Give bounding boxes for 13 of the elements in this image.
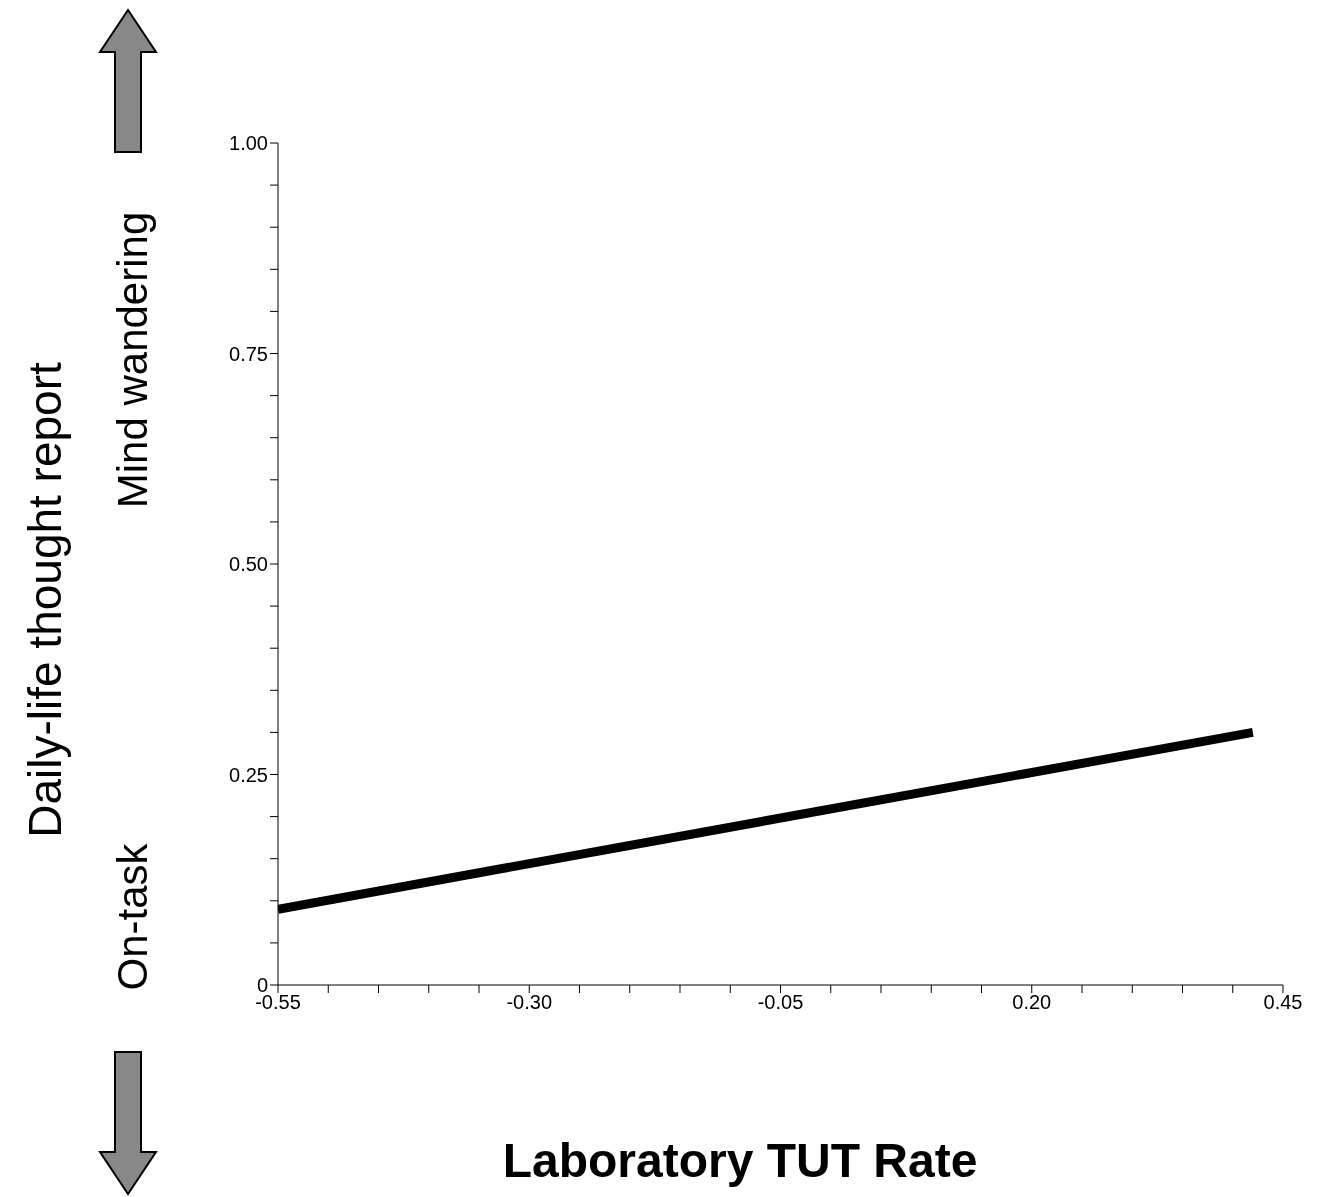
- y-tick-label: 0.25: [229, 763, 268, 786]
- x-tick-label: -0.55: [255, 991, 301, 1014]
- x-tick-label: 0.45: [1263, 991, 1303, 1014]
- x-tick-label: -0.05: [757, 991, 804, 1014]
- y-tick-label: 1.00: [229, 132, 268, 155]
- x-axis-title: Laboratory TUT Rate: [502, 1132, 978, 1188]
- y-axis-title: Daily-life thought report: [18, 362, 72, 838]
- y-tick-label: 0.75: [229, 342, 268, 365]
- text: Mind wandering: [109, 211, 157, 509]
- y-tick-label: 0.50: [229, 553, 268, 576]
- x-tick-label: 0.20: [1012, 991, 1052, 1014]
- x-tick-label: -0.30: [506, 991, 553, 1014]
- text: On-task: [109, 843, 157, 991]
